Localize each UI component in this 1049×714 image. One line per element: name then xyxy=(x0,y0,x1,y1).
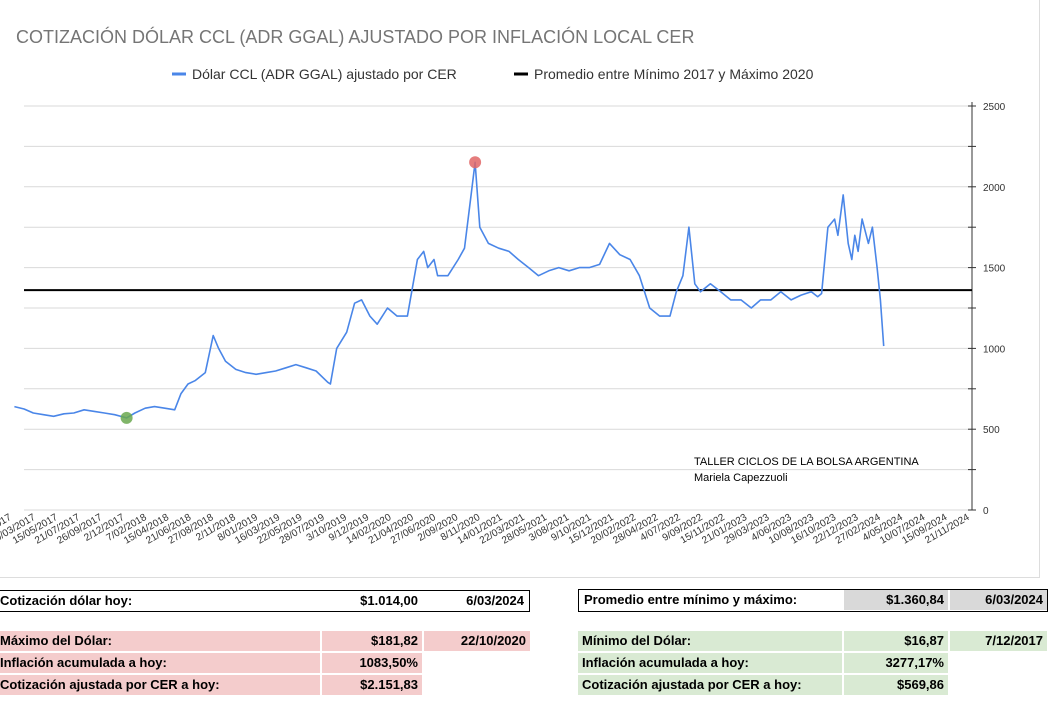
inflation-left-label: Inflación acumulada a hoy: xyxy=(0,653,320,673)
chart-svg: COTIZACIÓN DÓLAR CCL (ADR GGAL) AJUSTADO… xyxy=(0,26,1006,547)
chart-frame: COTIZACIÓN DÓLAR CCL (ADR GGAL) AJUSTADO… xyxy=(0,0,1040,578)
max-marker xyxy=(469,156,482,169)
dollar-max-label: Máximo del Dólar: xyxy=(0,631,320,651)
cer-left-label: Cotización ajustada por CER a hoy: xyxy=(0,675,320,695)
dollar-min-label: Mínimo del Dólar: xyxy=(578,631,842,651)
dollar-today-date: 6/03/2024 xyxy=(466,593,524,608)
inflation-right-label: Inflación acumulada a hoy: xyxy=(578,653,842,673)
average-date: 6/03/2024 xyxy=(950,590,1047,610)
y-tick-label: 2000 xyxy=(983,183,1006,194)
y-tick-label: 2500 xyxy=(983,102,1006,113)
y-tick-label: 1500 xyxy=(983,264,1006,275)
average-row-frame xyxy=(578,589,1048,612)
legend-label-ccl: Dólar CCL (ADR GGAL) ajustado por CER xyxy=(192,66,457,82)
dollar-max-value: $181,82 xyxy=(322,631,422,651)
dollar-today-row-frame xyxy=(0,590,530,612)
min-marker xyxy=(120,411,133,424)
inflation-left-value: 1083,50% xyxy=(322,653,422,673)
annotation-line: TALLER CICLOS DE LA BOLSA ARGENTINA xyxy=(694,456,919,468)
inflation-right-value: 3277,17% xyxy=(844,653,948,673)
dollar-max-date: 22/10/2020 xyxy=(424,631,530,651)
cer-left-value: $2.151,83 xyxy=(322,675,422,695)
y-tick-label: 500 xyxy=(983,425,1000,436)
cer-right-value: $569,86 xyxy=(844,675,948,695)
dollar-today-label: Cotización dólar hoy: xyxy=(0,593,133,608)
y-tick-label: 1000 xyxy=(983,344,1006,355)
average-label: Promedio entre mínimo y máximo: xyxy=(584,592,798,607)
average-value: $1.360,84 xyxy=(844,590,948,610)
cer-right-label: Cotización ajustada por CER a hoy: xyxy=(578,675,842,695)
chart-title: COTIZACIÓN DÓLAR CCL (ADR GGAL) AJUSTADO… xyxy=(16,26,694,47)
dollar-today-value: $1.014,00 xyxy=(360,593,418,608)
annotation-line: Mariela Capezzuoli xyxy=(694,472,788,484)
dollar-min-value: $16,87 xyxy=(844,631,948,651)
legend-label-average: Promedio entre Mínimo 2017 y Máximo 2020 xyxy=(534,66,814,82)
ccl-series-line xyxy=(14,161,885,419)
y-tick-label: 0 xyxy=(983,506,989,517)
dollar-min-date: 7/12/2017 xyxy=(950,631,1047,651)
